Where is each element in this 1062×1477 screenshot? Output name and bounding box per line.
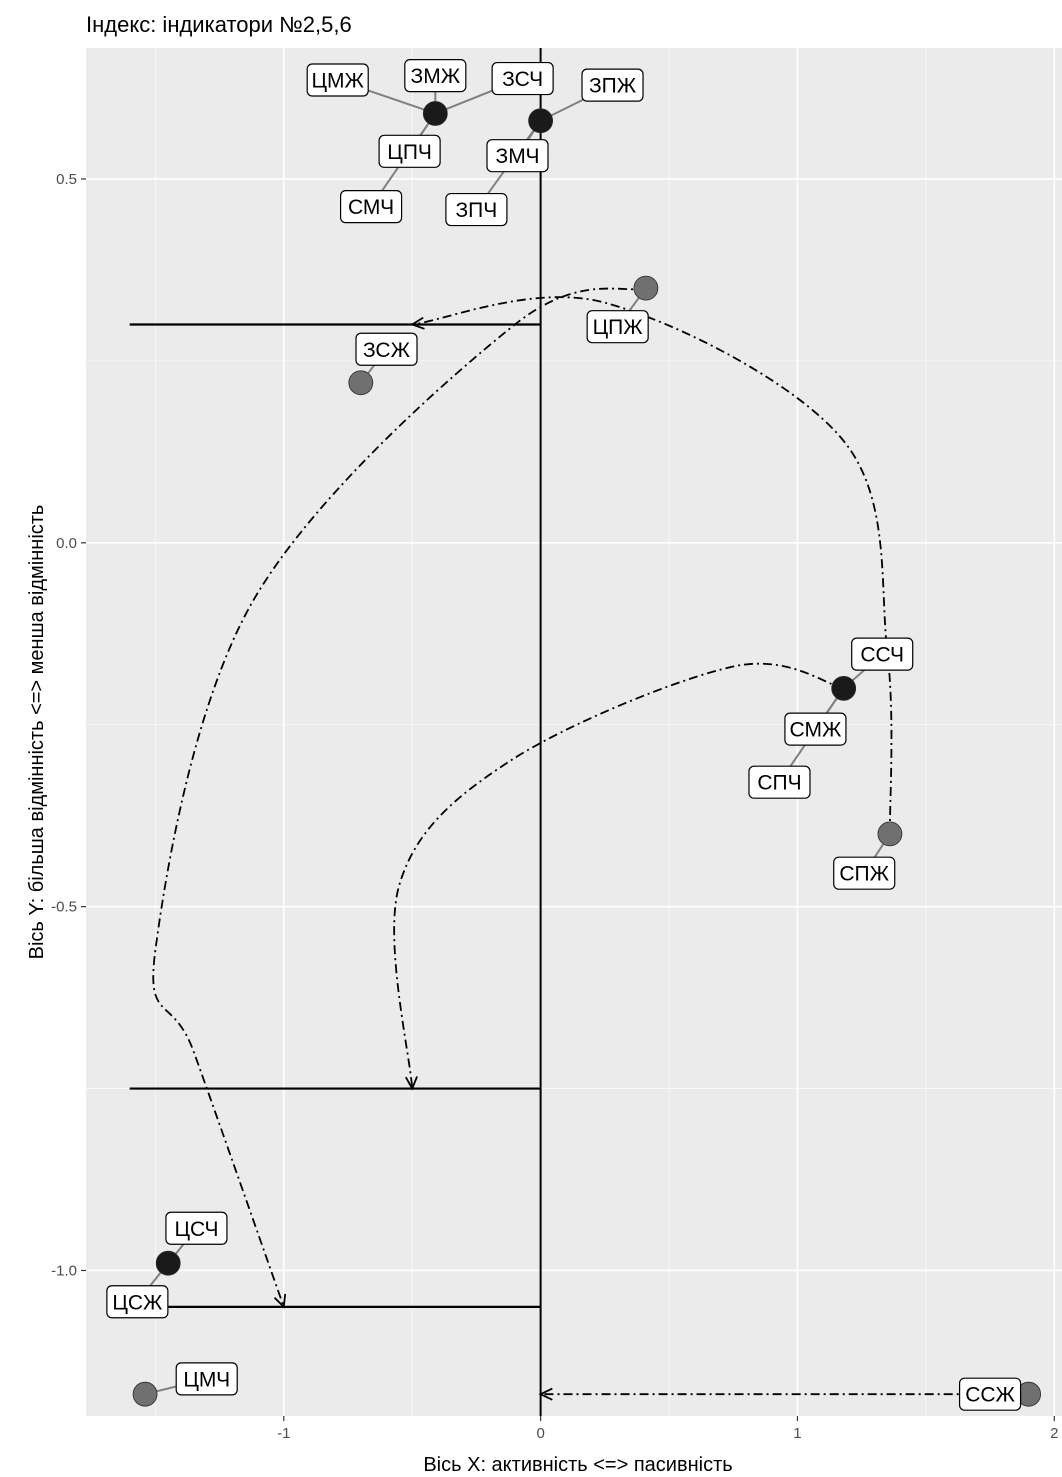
- point-label: ЗМЖ: [411, 65, 461, 88]
- y-tick-label: -0.5: [51, 899, 77, 916]
- point-label: ЦМЧ: [183, 1368, 230, 1391]
- data-point: [831, 675, 857, 701]
- point-label: ЗСЧ: [502, 68, 543, 91]
- label-box: [958, 1377, 1022, 1411]
- trajectory-arrowhead: [273, 1293, 287, 1309]
- point-label: ЦПЧ: [387, 141, 432, 164]
- y-tick-label: 0.0: [56, 535, 77, 552]
- data-point: [633, 275, 659, 301]
- trajectory-curve: [412, 296, 893, 834]
- data-points: [132, 101, 1042, 1407]
- label-box: [586, 310, 649, 344]
- y-axis: 0.5 0.0 -0.5 -1.0: [51, 171, 86, 1279]
- point-labels: ЦМЖ ЗМЖ ЗСЧ ЗПЖ ЦПЧ ЗМЧ СМЧ ЗПЧ ЦПЖ ЗСЖ ССЧ СМЖ СПЧ С…: [106, 59, 1022, 1411]
- data-point: [422, 101, 448, 126]
- label-box: [106, 1285, 169, 1319]
- data-point: [348, 370, 374, 396]
- plot-panel: [86, 48, 1062, 1416]
- data-point: [155, 1250, 181, 1276]
- x-axis-title: Вісь X: активність <=> пасивність: [423, 1454, 732, 1476]
- x-tick-label: -1: [277, 1425, 290, 1442]
- point-label: ЗПЧ: [456, 199, 498, 222]
- trajectory-arrowhead: [405, 1076, 418, 1091]
- point-label: ССЧ: [860, 644, 904, 667]
- data-point: [132, 1381, 158, 1407]
- y-axis-title: Вісь Y: більша відмінність <=> менша від…: [26, 505, 48, 960]
- point-label: СПЖ: [839, 863, 889, 886]
- point-label: ЗПЖ: [589, 75, 637, 98]
- x-axis: -1 0 1 2: [277, 1416, 1058, 1442]
- label-box: [445, 192, 508, 227]
- trajectory-arrowhead: [538, 1387, 553, 1401]
- trajectory-curve: [152, 287, 647, 1308]
- y-tick-label: 0.5: [56, 171, 77, 188]
- data-point: [528, 108, 554, 134]
- point-label: СМЧ: [348, 196, 394, 219]
- label-box: [355, 332, 418, 366]
- label-box: [486, 139, 549, 173]
- label-box: [339, 190, 403, 224]
- label-box: [833, 856, 896, 890]
- point-label: ЦПЖ: [593, 316, 644, 339]
- x-tick-label: 0: [536, 1425, 544, 1442]
- point-label: ЦСЖ: [112, 1291, 163, 1314]
- label-box: [491, 61, 554, 96]
- label-box: [784, 712, 847, 746]
- point-label: ЗМЧ: [496, 145, 540, 168]
- label-box: [378, 134, 441, 168]
- label-box: [748, 765, 811, 799]
- point-label: СМЖ: [790, 719, 842, 742]
- point-label: ЦСЧ: [174, 1218, 218, 1241]
- label-box: [306, 63, 369, 97]
- chart-title: Індекс: індикатори №2,5,6: [86, 12, 352, 37]
- label-box: [581, 68, 644, 102]
- y-tick-label: -1.0: [51, 1262, 77, 1279]
- reference-lines: [129, 48, 542, 1416]
- label-box: [165, 1211, 228, 1245]
- point-label: ЗСЖ: [363, 339, 411, 362]
- point-label: ЦМЖ: [311, 70, 364, 93]
- point-label: СПЧ: [757, 772, 801, 795]
- trajectory-arrowhead: [410, 316, 425, 330]
- point-label: ССЖ: [965, 1384, 1015, 1407]
- label-box: [851, 637, 914, 671]
- data-point: [877, 821, 903, 847]
- x-tick-label: 2: [1050, 1425, 1058, 1442]
- label-box: [175, 1362, 238, 1396]
- label-box: [404, 59, 467, 93]
- x-tick-label: 1: [793, 1425, 801, 1442]
